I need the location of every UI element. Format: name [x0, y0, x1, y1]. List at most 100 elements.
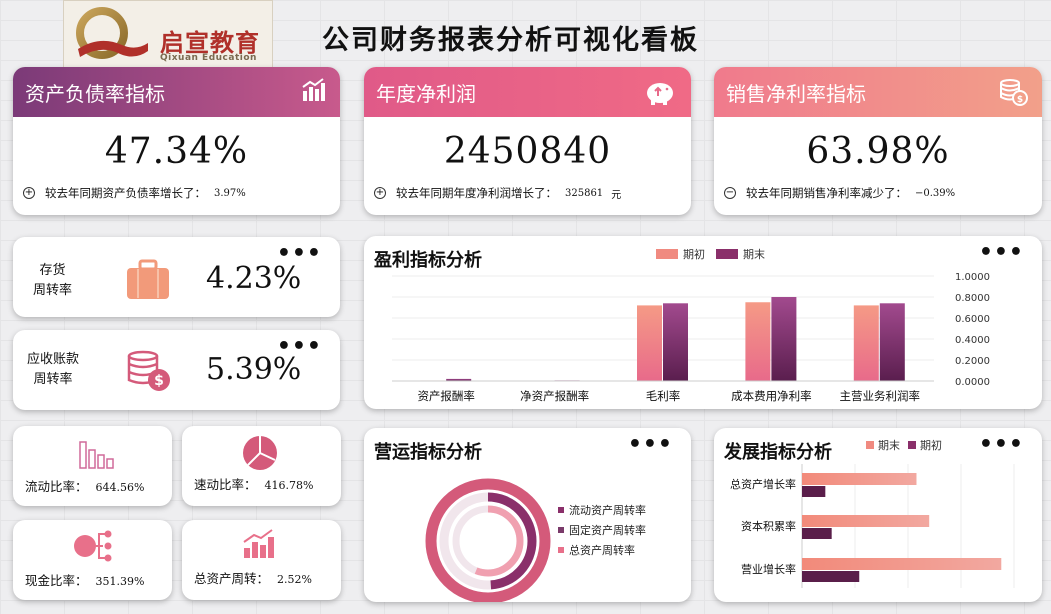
network-icon [74, 530, 112, 562]
cash-ratio-card: 现金比率： 351.39% [13, 520, 172, 600]
legend-swatch [716, 249, 738, 259]
plus-circle-icon: + [23, 187, 35, 199]
ratio-value: 351.39% [95, 575, 145, 588]
more-options-icon[interactable]: ••• [627, 432, 673, 457]
y-tick-label: 总资产增长率 [730, 477, 796, 491]
growth-bars-icon [243, 529, 274, 558]
asset-turnover-card: 总资产周转： 2.52% [182, 520, 341, 600]
turnover-label-line2: 周转率 [33, 283, 73, 298]
donut-ring-segment [452, 505, 524, 577]
legend-swatch [908, 441, 916, 449]
bar-opening [802, 571, 860, 582]
turnover-label-line1: 存货 [39, 263, 66, 278]
bar-closing [879, 303, 905, 381]
more-options-icon[interactable]: ••• [978, 432, 1024, 457]
y-tick-label: 0.8000 [955, 293, 990, 304]
kpi-value: 63.98% [806, 131, 950, 172]
kpi-header: 销售净利率指标 $ [714, 67, 1042, 117]
x-tick-label: 资产报酬率 [417, 389, 475, 403]
profitability-bar-chart: 1.0000 0.8000 0.6000 0.4000 0.2000 0.0000 资产报酬… [392, 247, 990, 403]
development-chart-card: 发展指标分析 ••• 总资产增长率资本积累率营业增长率 期末 期初 [714, 428, 1042, 602]
receivable-turnover-card: ••• 应收账款 周转率 $ 5.39% [13, 330, 340, 410]
donut-ring-segment [439, 492, 537, 590]
kpi-value: 47.34% [104, 131, 249, 172]
coin-stack-icon: $ [127, 350, 170, 391]
bar-closing [663, 303, 688, 381]
piggy-bank-icon [647, 83, 673, 105]
profitability-chart-card: 盈利指标分析 ••• 1.0000 0.8000 0.6000 0.4000 0.200… [364, 236, 1042, 409]
quick-ratio-card: 速动比率： 416.78% [182, 426, 341, 506]
kpi-change: 3.97% [214, 187, 246, 199]
ratio-label: 速动比率： 416.78% [194, 474, 313, 493]
y-tick-label: 0.6000 [955, 314, 990, 325]
ratio-label: 现金比率： 351.39% [25, 570, 144, 589]
legend-label: 固定资产周转率 [569, 523, 646, 537]
bar-opening [802, 528, 832, 539]
pie-icon [243, 436, 277, 470]
minus-circle-icon: − [724, 187, 736, 199]
kpi-unit: 元 [611, 189, 622, 201]
dashboard-title: 公司财务报表分析可视化看板 [322, 25, 699, 56]
legend-label: 总资产周转率 [569, 543, 635, 557]
logo-chinese-name: 启宣教育 [160, 28, 260, 57]
y-tick-label: 0.0000 [955, 377, 990, 388]
kpi-note: 较去年同期年度净利润增长了： [396, 186, 557, 200]
bar-closing [771, 297, 797, 381]
more-options-icon[interactable]: ••• [276, 334, 322, 359]
chart-title: 盈利指标分析 [374, 250, 482, 271]
y-tick-label: 资本积累率 [741, 519, 796, 533]
ratio-name: 现金比率： [25, 573, 88, 588]
svg-text:$: $ [154, 373, 164, 389]
legend-label: 期初 [683, 247, 705, 261]
y-tick-label: 营业增长率 [741, 562, 796, 576]
more-options-icon[interactable]: ••• [978, 240, 1024, 265]
company-logo: 启宣教育 Qixuan Education [63, 0, 273, 68]
more-options-icon[interactable]: ••• [276, 241, 322, 266]
bar-opening [745, 302, 771, 381]
briefcase-icon [127, 259, 169, 299]
turnover-label-line1: 应收账款 [27, 352, 80, 367]
operating-chart-card: 营运指标分析 ••• 流动资产周转率 固定资产周转率 总资产周转率 [364, 428, 691, 602]
ratio-value: 416.78% [264, 479, 314, 492]
bar-closing [446, 378, 472, 381]
kpi-card-net-profit: 年度净利润 2450840 + 较去年同期年度净利润增长了： 325861 元 [364, 67, 691, 215]
legend-swatch [558, 547, 564, 553]
ratio-value: 644.56% [95, 481, 145, 494]
turnover-label: 应收账款 周转率 [27, 350, 79, 390]
kpi-value: 2450840 [443, 131, 612, 172]
svg-text:$: $ [1017, 95, 1023, 105]
x-tick-label: 净资产报酬率 [520, 389, 589, 403]
kpi-label: 年度净利润 [376, 81, 476, 106]
y-tick-label: 1.0000 [955, 272, 990, 283]
donut-ring-segment [425, 478, 551, 602]
bar-opening [853, 305, 879, 381]
bar-opening [637, 305, 662, 381]
legend-label: 期初 [920, 438, 942, 452]
chart-title: 发展指标分析 [724, 442, 832, 463]
bar-closing [802, 558, 1002, 570]
legend-swatch [558, 507, 564, 513]
bars-icon [79, 441, 114, 469]
kpi-change-note: + 较去年同期年度净利润增长了： 325861 元 [374, 185, 621, 201]
kpi-change: −0.39% [915, 187, 956, 199]
bar-opening [802, 486, 826, 497]
bar-chart-icon [302, 78, 325, 101]
ratio-label: 总资产周转： 2.52% [194, 568, 312, 587]
current-ratio-card: 流动比率： 644.56% [13, 426, 172, 506]
legend-swatch [866, 441, 874, 449]
x-tick-label: 毛利率 [646, 389, 681, 403]
y-tick-label: 0.2000 [955, 356, 990, 367]
ratio-name: 总资产周转： [194, 571, 270, 586]
turnover-value: 5.39% [206, 352, 302, 387]
bar-closing [802, 515, 930, 527]
x-tick-label: 主营业务利润率 [840, 389, 921, 403]
ratio-name: 流动比率： [25, 479, 88, 494]
legend-swatch [656, 249, 678, 259]
chart-title: 营运指标分析 [374, 442, 482, 463]
bar-closing [802, 473, 917, 485]
inventory-turnover-card: ••• 存货 周转率 4.23% [13, 237, 340, 317]
turnover-value: 4.23% [206, 261, 302, 296]
legend-label: 期末 [878, 438, 900, 452]
legend-label: 期末 [743, 247, 765, 261]
